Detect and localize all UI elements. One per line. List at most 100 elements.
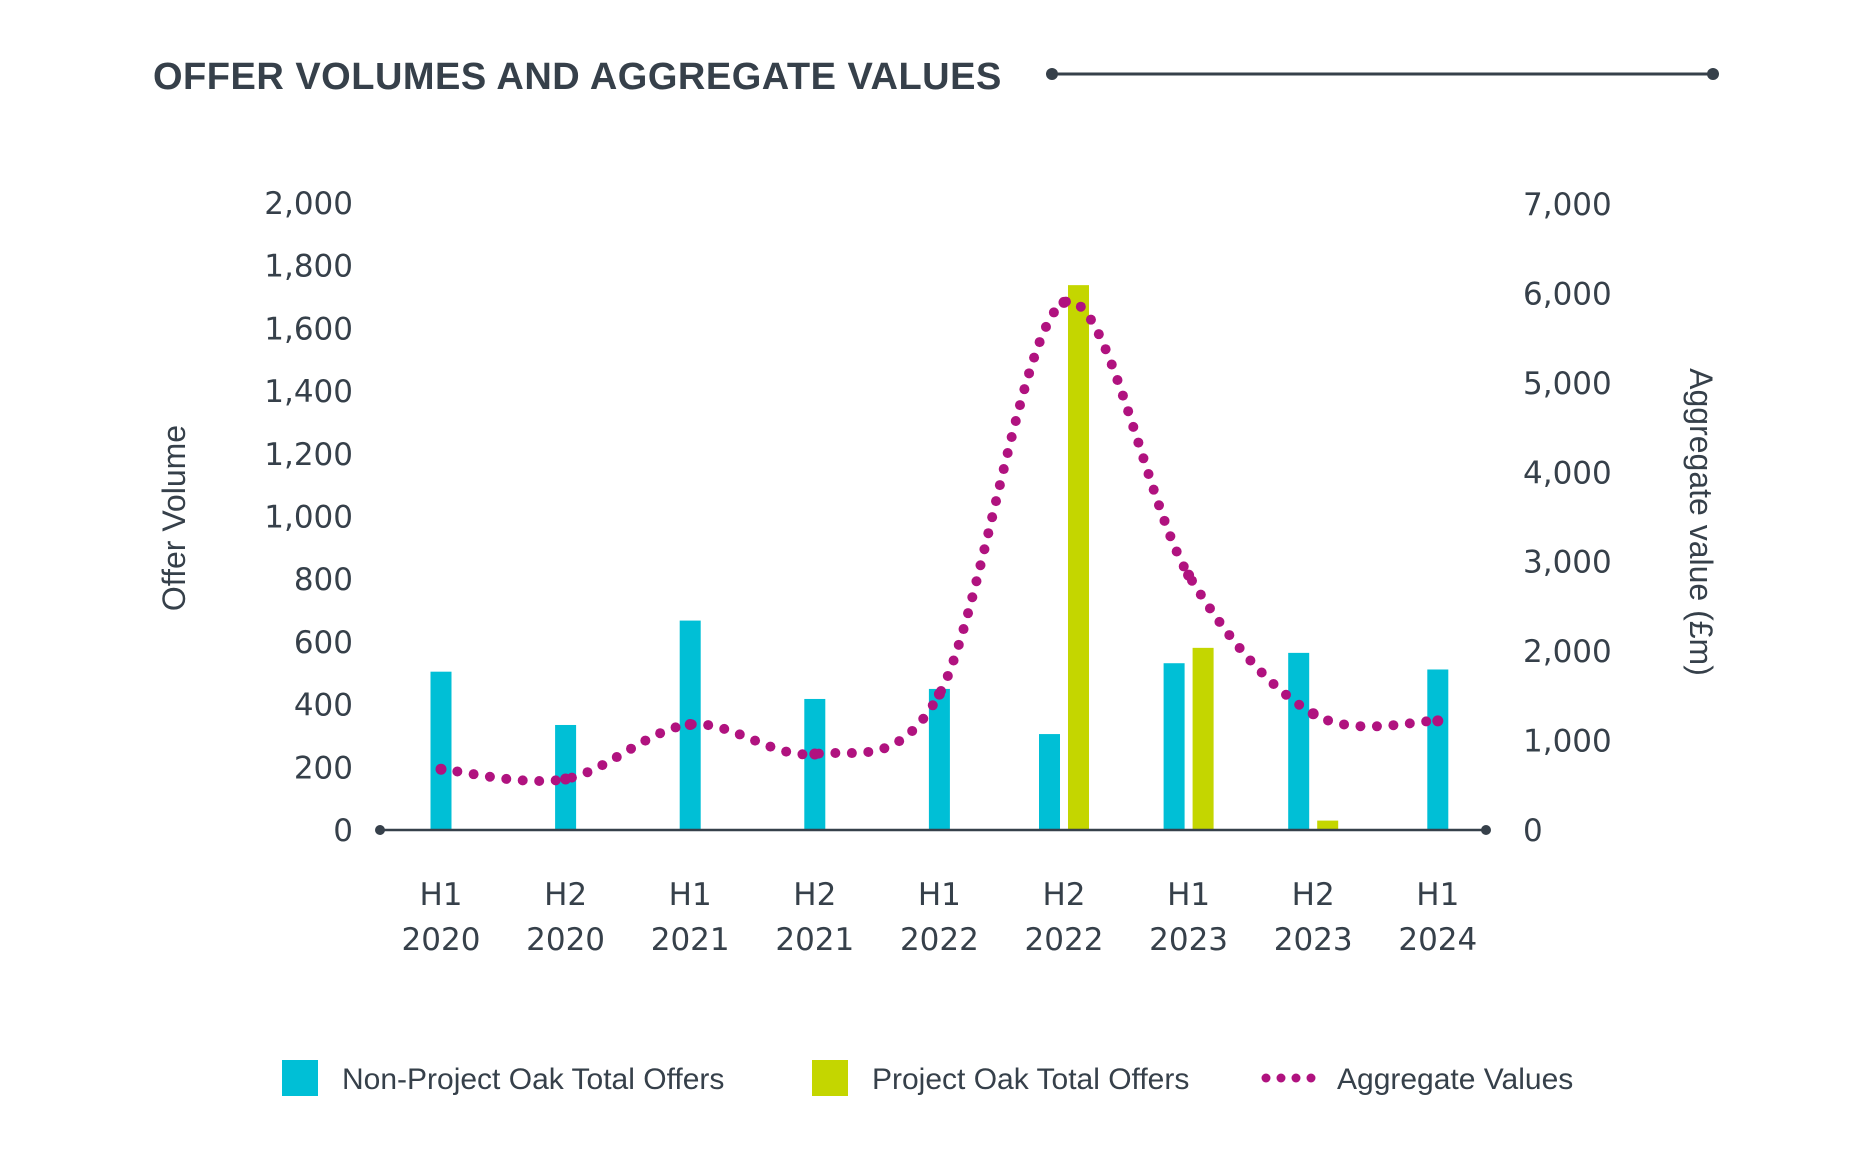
title-rule-dot-left bbox=[1046, 68, 1058, 80]
y2-tick-label: 7,000 bbox=[1523, 187, 1612, 223]
x-axis-dot-left bbox=[375, 825, 385, 835]
y2-tick-label: 2,000 bbox=[1523, 634, 1612, 670]
legend-label: Non-Project Oak Total Offers bbox=[342, 1063, 724, 1096]
aggregate-line-dot bbox=[1421, 716, 1432, 727]
aggregate-data-point bbox=[809, 748, 821, 760]
aggregate-line-dot bbox=[452, 766, 463, 777]
aggregate-line-dot bbox=[582, 767, 593, 778]
aggregate-line-dot bbox=[1171, 546, 1182, 557]
aggregate-line-dot bbox=[1019, 384, 1030, 395]
y-tick-label: 200 bbox=[294, 750, 353, 786]
aggregate-line bbox=[435, 296, 1444, 787]
aggregate-line-dot bbox=[611, 752, 622, 763]
aggregate-line-dot bbox=[670, 722, 681, 733]
aggregate-line-dot bbox=[863, 746, 874, 757]
x-tick-label-half: H1 bbox=[1416, 877, 1459, 913]
aggregate-line-dot bbox=[1371, 721, 1382, 732]
bar-non-project-oak bbox=[1427, 669, 1449, 830]
x-tick-label-half: H1 bbox=[1167, 877, 1210, 913]
chart-title: OFFER VOLUMES AND AGGREGATE VALUES bbox=[153, 56, 1002, 98]
aggregate-line-dot bbox=[1214, 616, 1225, 627]
aggregate-data-point bbox=[1432, 715, 1444, 727]
aggregate-line-dot bbox=[1256, 667, 1267, 678]
aggregate-line-dot bbox=[994, 480, 1005, 491]
y-axis-ticks: 0 200 400 600 800 1,000 1,200 1,400 1,600 1,800 2,… bbox=[264, 186, 353, 849]
aggregate-line-dot bbox=[534, 776, 545, 787]
aggregate-line-dot bbox=[983, 528, 994, 539]
aggregate-line-dot bbox=[958, 624, 969, 635]
aggregate-line-dot bbox=[948, 655, 959, 666]
aggregate-line-dot bbox=[1100, 344, 1111, 355]
aggregate-line-dot bbox=[1024, 368, 1035, 379]
x-tick-label-year: 2021 bbox=[775, 922, 854, 958]
aggregate-line-dot bbox=[484, 771, 495, 782]
bar-non-project-oak bbox=[1163, 663, 1185, 830]
aggregate-line-dot bbox=[1224, 630, 1235, 641]
y-tick-label: 2,000 bbox=[264, 186, 353, 222]
aggregate-line-dot bbox=[991, 496, 1002, 507]
aggregate-data-point bbox=[560, 773, 572, 785]
legend-item-non-project-oak[interactable]: Non-Project Oak Total Offers bbox=[282, 1060, 724, 1096]
aggregate-line-dot bbox=[597, 760, 608, 771]
x-tick-label-half: H2 bbox=[544, 877, 587, 913]
aggregate-line-dot bbox=[1148, 484, 1159, 495]
x-tick-label-year: 2020 bbox=[402, 922, 481, 958]
aggregate-line-dot bbox=[1143, 468, 1154, 479]
bar-non-project-oak bbox=[1288, 652, 1310, 830]
aggregate-line-dot bbox=[979, 544, 990, 555]
aggregate-line-dot bbox=[1106, 359, 1117, 370]
aggregate-line-dot bbox=[655, 728, 666, 739]
aggregate-line-dot bbox=[953, 639, 964, 650]
aggregate-line-dot bbox=[1128, 421, 1139, 432]
aggregate-line-dot bbox=[468, 769, 479, 780]
x-tick-label-year: 2022 bbox=[900, 922, 979, 958]
aggregate-line-dot bbox=[626, 743, 637, 754]
aggregate-line-dot bbox=[1010, 416, 1021, 427]
x-tick-label-year: 2020 bbox=[526, 922, 605, 958]
aggregate-line-dot bbox=[1204, 603, 1215, 614]
x-axis bbox=[375, 825, 1491, 835]
aggregate-line-dot bbox=[1117, 390, 1128, 401]
aggregate-line-dot bbox=[1112, 374, 1123, 385]
aggregate-line-dot bbox=[1034, 337, 1045, 348]
y-tick-label: 400 bbox=[294, 688, 353, 724]
bar-non-project-oak bbox=[430, 671, 452, 830]
aggregate-line-dot bbox=[830, 748, 841, 759]
aggregate-line-dot bbox=[517, 775, 528, 786]
aggregate-line-dot bbox=[501, 773, 512, 784]
aggregate-data-point bbox=[1307, 708, 1319, 720]
x-tick-label-half: H1 bbox=[669, 877, 712, 913]
aggregate-line-dot bbox=[1133, 437, 1144, 448]
y-tick-label: 0 bbox=[333, 813, 353, 849]
x-axis-dot-right bbox=[1481, 825, 1491, 835]
aggregate-line-dot bbox=[1014, 400, 1025, 411]
bar-project-oak bbox=[1068, 285, 1089, 831]
x-axis-labels: H1 2020 H2 2020 H1 2021 H2 2021 H1 2022 H2 2022 H1 20… bbox=[402, 877, 1478, 958]
title-rule bbox=[1046, 68, 1719, 80]
y2-tick-label: 3,000 bbox=[1523, 545, 1612, 581]
aggregate-line-dot bbox=[963, 608, 974, 619]
aggregate-line-dot bbox=[1002, 448, 1013, 459]
aggregate-line-dot bbox=[1085, 314, 1096, 325]
legend-item-aggregate-values[interactable]: Aggregate Values bbox=[1261, 1063, 1574, 1096]
aggregate-line-dot bbox=[781, 746, 792, 757]
aggregate-line-dot bbox=[1195, 589, 1206, 600]
x-tick-label-year: 2022 bbox=[1025, 922, 1104, 958]
aggregate-line-dot bbox=[879, 743, 890, 754]
y-tick-label: 600 bbox=[294, 625, 353, 661]
y2-tick-label: 0 bbox=[1523, 813, 1543, 849]
aggregate-line-dot bbox=[894, 736, 905, 747]
bar-non-project-oak bbox=[928, 688, 950, 830]
aggregate-line-dot bbox=[1245, 655, 1256, 666]
bar-non-project-oak bbox=[804, 698, 826, 830]
y2-tick-label: 1,000 bbox=[1523, 724, 1612, 760]
y-tick-label: 1,600 bbox=[264, 311, 353, 347]
y-axis-title: Offer Volume bbox=[156, 425, 192, 611]
legend-label: Project Oak Total Offers bbox=[872, 1063, 1189, 1096]
bar-project-oak bbox=[1317, 820, 1339, 830]
bar-non-project-oak bbox=[1039, 734, 1060, 830]
legend-item-project-oak[interactable]: Project Oak Total Offers bbox=[812, 1060, 1189, 1096]
bars bbox=[430, 285, 1449, 831]
aggregate-line-dot bbox=[1165, 531, 1176, 542]
